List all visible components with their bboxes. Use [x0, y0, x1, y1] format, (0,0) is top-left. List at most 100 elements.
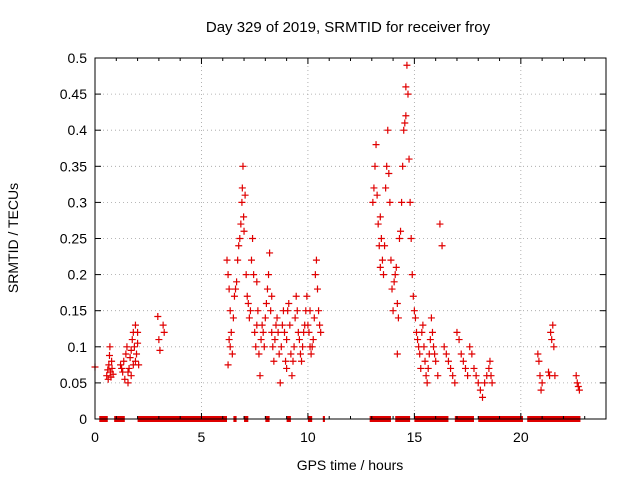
data-point — [131, 357, 139, 365]
data-point — [550, 343, 558, 351]
data-point — [422, 372, 430, 380]
data-point — [457, 350, 465, 358]
data-point — [288, 372, 296, 380]
data-point — [372, 141, 380, 149]
data-point — [118, 364, 126, 372]
data-point — [103, 372, 111, 380]
data-point — [159, 321, 167, 329]
data-point — [455, 336, 463, 344]
data-point — [485, 364, 493, 372]
data-point — [155, 336, 163, 344]
data-point — [387, 256, 395, 264]
data-points — [91, 61, 583, 401]
data-point — [488, 379, 496, 387]
data-point — [259, 328, 267, 336]
data-point — [395, 235, 403, 242]
x-tick-label: 20 — [513, 429, 529, 445]
data-point — [262, 299, 270, 307]
data-point — [468, 350, 476, 358]
data-point — [260, 343, 268, 351]
data-point — [160, 328, 168, 336]
data-point — [283, 364, 291, 372]
data-point — [400, 126, 408, 134]
data-point — [106, 343, 114, 351]
data-point — [399, 162, 407, 170]
data-point — [376, 213, 384, 221]
data-point — [534, 350, 542, 358]
y-tick-labels: 0 0.05 0.1 0.15 0.2 0.25 0.3 0.35 0.4 0.45 0.5 — [60, 50, 87, 427]
data-point — [398, 198, 406, 206]
x-tick-label: 15 — [407, 429, 423, 445]
data-point — [286, 321, 294, 329]
data-point — [466, 343, 474, 351]
x-tick-label: 10 — [300, 429, 316, 445]
data-point — [317, 328, 325, 336]
data-point — [430, 343, 438, 351]
data-point — [250, 271, 258, 279]
data-point — [474, 379, 482, 387]
y-tick-label: 0 — [79, 411, 87, 427]
data-point — [397, 227, 405, 235]
data-point — [383, 162, 391, 170]
data-point — [404, 90, 412, 98]
data-point — [390, 278, 398, 286]
data-point — [374, 220, 382, 228]
data-point — [376, 263, 384, 271]
data-point — [479, 393, 487, 401]
data-point — [273, 314, 281, 322]
data-point — [299, 343, 307, 351]
data-point — [287, 350, 295, 358]
data-point — [307, 350, 315, 358]
data-point — [105, 361, 113, 369]
data-point — [377, 235, 385, 242]
data-point — [284, 307, 292, 315]
data-point — [255, 350, 263, 358]
chart-title: Day 329 of 2019, SRMTID for receiver fro… — [206, 19, 491, 36]
data-point — [238, 184, 246, 192]
data-point — [384, 126, 392, 134]
data-point — [257, 336, 265, 344]
data-point — [267, 307, 275, 315]
y-tick-label: 0.05 — [60, 375, 87, 391]
y-tick-label: 0.15 — [60, 303, 87, 319]
data-point — [126, 354, 134, 362]
data-point — [298, 357, 306, 365]
data-point — [419, 321, 427, 329]
data-point — [127, 372, 135, 380]
x-axis-label: GPS time / hours — [297, 457, 404, 473]
data-point — [421, 357, 429, 365]
data-point — [381, 242, 389, 250]
data-point — [394, 314, 402, 322]
data-point — [131, 321, 139, 329]
data-point — [464, 372, 472, 380]
data-point — [292, 292, 300, 300]
data-point — [380, 271, 388, 279]
data-point — [130, 343, 138, 351]
data-point — [226, 343, 234, 351]
data-point — [121, 375, 129, 383]
data-point — [378, 256, 386, 264]
data-point — [573, 379, 581, 387]
y-tick-label: 0.2 — [68, 267, 88, 283]
y-tick-label: 0.25 — [60, 231, 87, 247]
data-point — [370, 184, 378, 192]
data-point — [416, 350, 424, 358]
data-point — [424, 364, 432, 372]
data-point — [313, 285, 321, 293]
data-point — [382, 184, 390, 192]
data-point — [233, 278, 241, 286]
data-point — [128, 336, 136, 344]
data-point — [436, 220, 444, 228]
data-point — [134, 339, 142, 347]
x-tick-label: 0 — [91, 429, 99, 445]
data-point — [224, 361, 232, 369]
data-point — [311, 271, 319, 279]
data-point — [265, 271, 273, 279]
data-point — [227, 328, 235, 336]
data-point — [117, 361, 125, 369]
data-point — [312, 256, 320, 264]
data-point — [129, 361, 137, 369]
axis-ticks — [94, 57, 606, 420]
data-point — [229, 314, 237, 322]
data-point — [283, 336, 291, 344]
